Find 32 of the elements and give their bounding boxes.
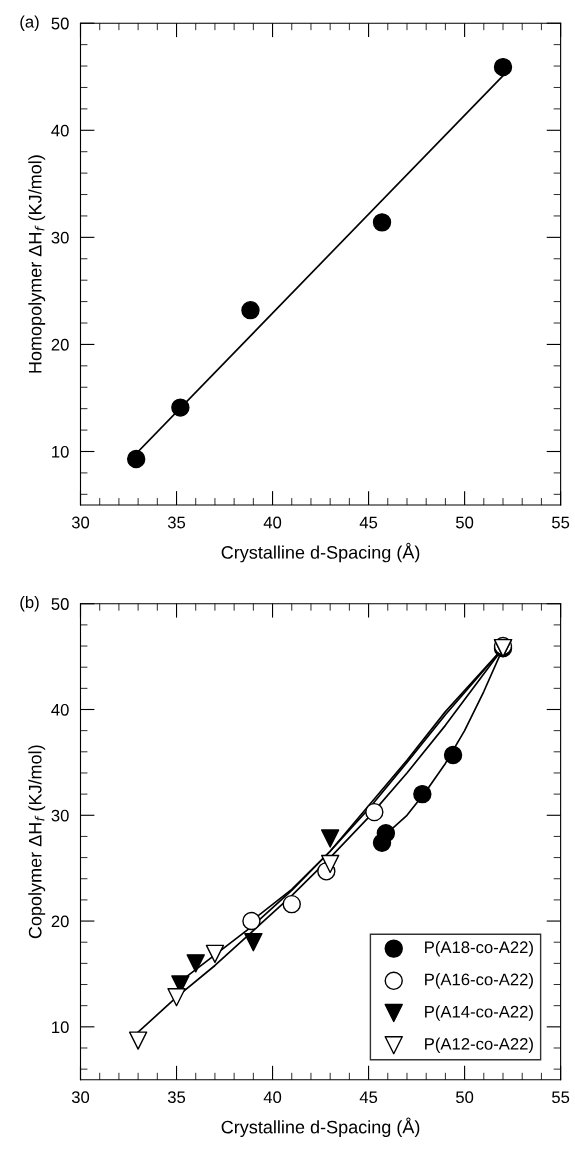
x-tick-label: 40 [263, 516, 282, 529]
y-axis-title: Homopolymer ΔH$_{f}$ (KJ/mol) [28, 155, 46, 373]
legend-label: P(A18-co-A22) [425, 940, 533, 957]
legend-label: P(A12-co-A22) [425, 1037, 533, 1054]
chart-title: (b) [20, 595, 39, 612]
y-tick-label: 40 [51, 703, 69, 716]
y-tick-label: 40 [51, 124, 69, 137]
x-tick-label: 55 [552, 1091, 570, 1104]
x-tick-label: 50 [456, 516, 474, 529]
x-tick-label: 30 [71, 516, 90, 529]
y-tick-label: 30 [51, 809, 69, 822]
x-tick-label: 45 [359, 516, 378, 529]
y-tick-label: 20 [51, 338, 69, 351]
x-tick-label: 55 [552, 516, 570, 529]
y-tick-label: 10 [52, 1021, 69, 1034]
y-tick-label: 20 [51, 915, 69, 928]
legend-label: P(A14-co-A22) [425, 1005, 533, 1021]
x-tick-label: 35 [167, 1091, 186, 1104]
x-axis-title: Crystalline d-Spacing (Å) [221, 1117, 420, 1138]
y-tick-label: 10 [52, 445, 69, 458]
y-axis-title: Copolymer ΔH$_{f}$ (KJ/mol) [28, 745, 46, 939]
x-tick-label: 30 [71, 1091, 90, 1104]
legend-label: P(A16-co-A22) [425, 973, 533, 989]
y-tick-label: 30 [51, 231, 69, 244]
x-axis-title: Crystalline d-Spacing (Å) [221, 542, 420, 563]
x-tick-label: 40 [263, 1091, 282, 1104]
x-tick-label: 45 [359, 1091, 378, 1104]
x-tick-label: 50 [456, 1091, 474, 1104]
chart-title: (a) [20, 15, 39, 31]
y-tick-label: 50 [51, 598, 69, 610]
x-tick-label: 35 [167, 516, 186, 529]
y-tick-label: 50 [51, 17, 69, 30]
